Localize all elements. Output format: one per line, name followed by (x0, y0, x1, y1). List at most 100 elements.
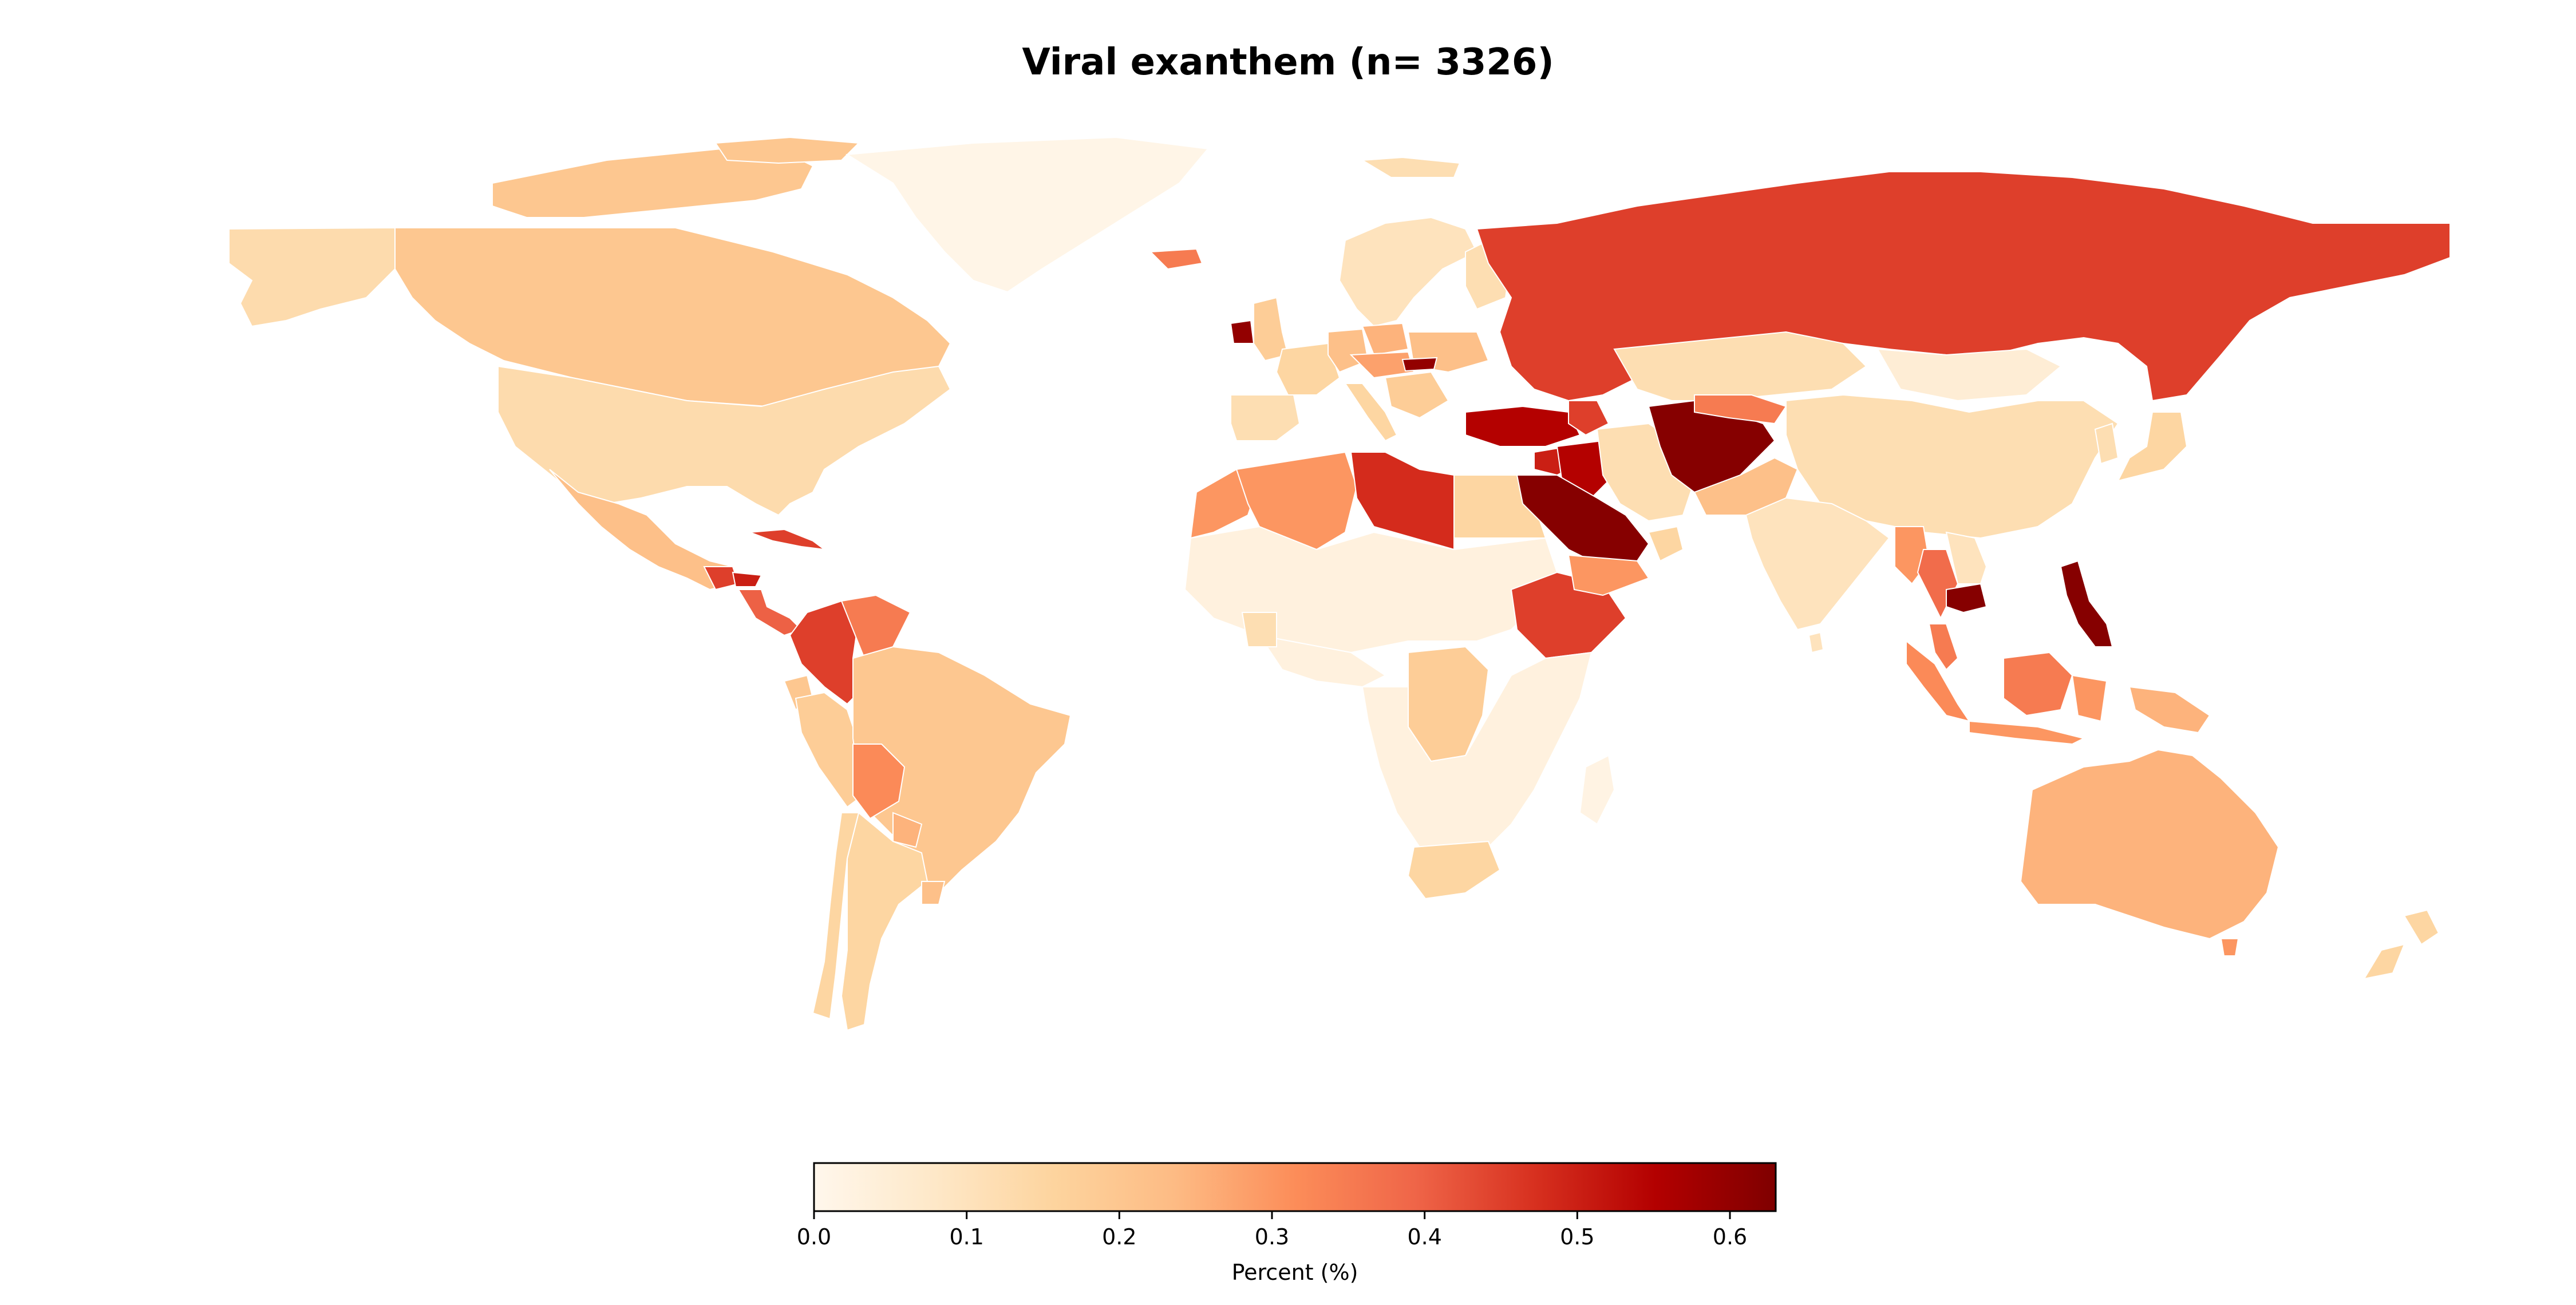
region-shape (1235, 451, 1358, 551)
region-balkans (1384, 371, 1449, 419)
colorbar-tick-label: 0.5 (1560, 1224, 1594, 1249)
region-shape (2403, 909, 2440, 946)
region-shape (2020, 749, 2279, 940)
region-greenland (845, 136, 1209, 293)
region-shape (1338, 216, 1478, 327)
region-south-africa (1407, 840, 1501, 900)
region-shape (2071, 674, 2108, 722)
region-cambodia (1946, 583, 1988, 614)
region-shape (1694, 394, 1787, 425)
region-indonesia-islands (1969, 674, 2108, 745)
colorbar-tick-label: 0.4 (1407, 1224, 1441, 1249)
region-shape (840, 812, 929, 1031)
region-shape (1928, 623, 1959, 671)
region-borneo (2003, 651, 2073, 717)
region-chile (812, 812, 860, 1020)
region-svalbard (1360, 156, 1461, 178)
region-vietnam (1945, 531, 1988, 584)
region-shape (1568, 400, 1610, 436)
region-shape (492, 148, 814, 218)
region-shape (1906, 639, 1971, 722)
region-scandinavia (1338, 216, 1478, 327)
region-italy (1344, 383, 1398, 442)
region-shape (892, 812, 923, 848)
region-shape (732, 571, 762, 587)
region-shape (737, 589, 803, 636)
region-oman (1647, 525, 1684, 562)
region-new-zealand (2362, 909, 2440, 980)
region-shape (2220, 938, 2239, 956)
region-malaysia (1928, 623, 1959, 671)
region-shape (2060, 560, 2113, 647)
region-shape (1785, 394, 2119, 539)
colorbar-tick-label: 0.6 (1713, 1224, 1747, 1249)
region-turkey (1465, 405, 1581, 447)
region-kazakhstan (1613, 331, 1867, 401)
region-shape (1946, 583, 1988, 614)
region-shape (1945, 531, 1988, 584)
map-title: Viral exanthem (n= 3326) (1022, 41, 1554, 84)
region-shape (1613, 331, 1867, 401)
region-bolivia (852, 744, 906, 820)
region-shape (852, 744, 906, 820)
region-shape (1344, 383, 1398, 442)
colorbar-gradient (813, 1162, 1777, 1212)
region-shape (812, 812, 860, 1020)
region-canadian-arctic-islands (492, 136, 860, 218)
region-iceland (1149, 248, 1203, 270)
region-australia (2020, 749, 2279, 940)
region-honduras (732, 571, 762, 587)
region-shape (1407, 840, 1501, 900)
region-shape (2128, 686, 2211, 734)
region-shape (2094, 422, 2119, 465)
region-philippines (2060, 560, 2113, 647)
region-mongolia (1876, 348, 2062, 402)
region-shape (2117, 412, 2188, 482)
colorbar-tick-label: 0.2 (1102, 1224, 1136, 1249)
region-shape (1349, 351, 1415, 379)
world-map (228, 136, 2451, 1031)
region-shape (1465, 405, 1581, 447)
region-shape (1401, 357, 1438, 372)
region-paraguay (892, 812, 923, 848)
region-nicaragua (737, 589, 803, 636)
region-shape (1579, 754, 1615, 825)
region-shape (2362, 943, 2405, 980)
region-hungary (1401, 357, 1438, 372)
region-argentina (840, 812, 929, 1031)
region-shape (845, 136, 1209, 293)
region-shape (1745, 497, 1890, 631)
region-shape (714, 136, 860, 164)
region-poland (1361, 322, 1409, 356)
region-shape (749, 528, 827, 551)
region-shape (1969, 720, 2085, 745)
region-caucasus (1568, 400, 1610, 436)
region-tasmania (2220, 938, 2239, 956)
region-pakistan (1693, 457, 1799, 516)
region-shape (1647, 525, 1684, 562)
region-india (1745, 497, 1890, 631)
region-shape (2003, 651, 2073, 717)
region-ghana (1241, 612, 1277, 647)
region-alaska (228, 227, 396, 327)
region-shape (1693, 457, 1799, 516)
region-uzbekistan (1694, 394, 1787, 425)
region-shape (1149, 248, 1203, 270)
region-shape (1184, 525, 1558, 654)
region-yemen (1567, 554, 1650, 596)
region-sri-lanka (1808, 631, 1824, 654)
region-central-europe (1349, 351, 1415, 379)
region-korea (2094, 422, 2119, 465)
region-madagascar (1579, 754, 1615, 825)
region-uruguay (921, 881, 946, 905)
region-algeria (1235, 451, 1358, 551)
colorbar-tick-label: 0.3 (1255, 1224, 1289, 1249)
region-shape (1876, 348, 2062, 402)
region-shape (1241, 612, 1277, 647)
region-shape (1567, 554, 1650, 596)
region-cuba (749, 528, 827, 551)
region-shape (1361, 651, 1593, 848)
region-shape (1384, 371, 1449, 419)
region-china (1785, 394, 2119, 539)
